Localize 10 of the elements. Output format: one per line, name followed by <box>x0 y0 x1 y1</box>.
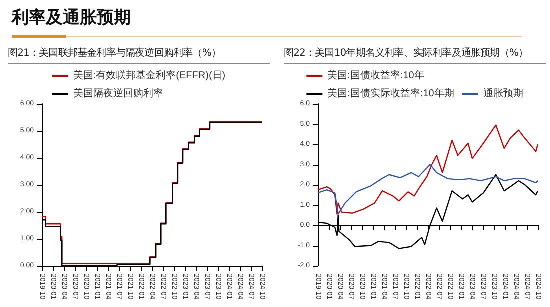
legend-label: 通胀预期 <box>483 88 524 100</box>
line-series <box>317 124 539 215</box>
legend-label: 美国:国债收益率:10年 <box>328 70 424 82</box>
legend-label: 美国隔夜逆回购利率 <box>73 88 164 100</box>
chart-title: 图22：美国10年期名义利率、实际利率及通胀预期（%） <box>284 46 546 64</box>
line-series <box>317 164 539 215</box>
legend-label: 美国:有效联邦基金利率(EFFR)(日) <box>73 70 226 82</box>
legend-label: 美国:国债实际收益率:10年期 <box>328 88 454 100</box>
text: 利率及通胀预期 <box>12 7 131 29</box>
chart-title: 图21：美国联邦基金利率与隔夜逆回购利率（%） <box>8 46 270 64</box>
